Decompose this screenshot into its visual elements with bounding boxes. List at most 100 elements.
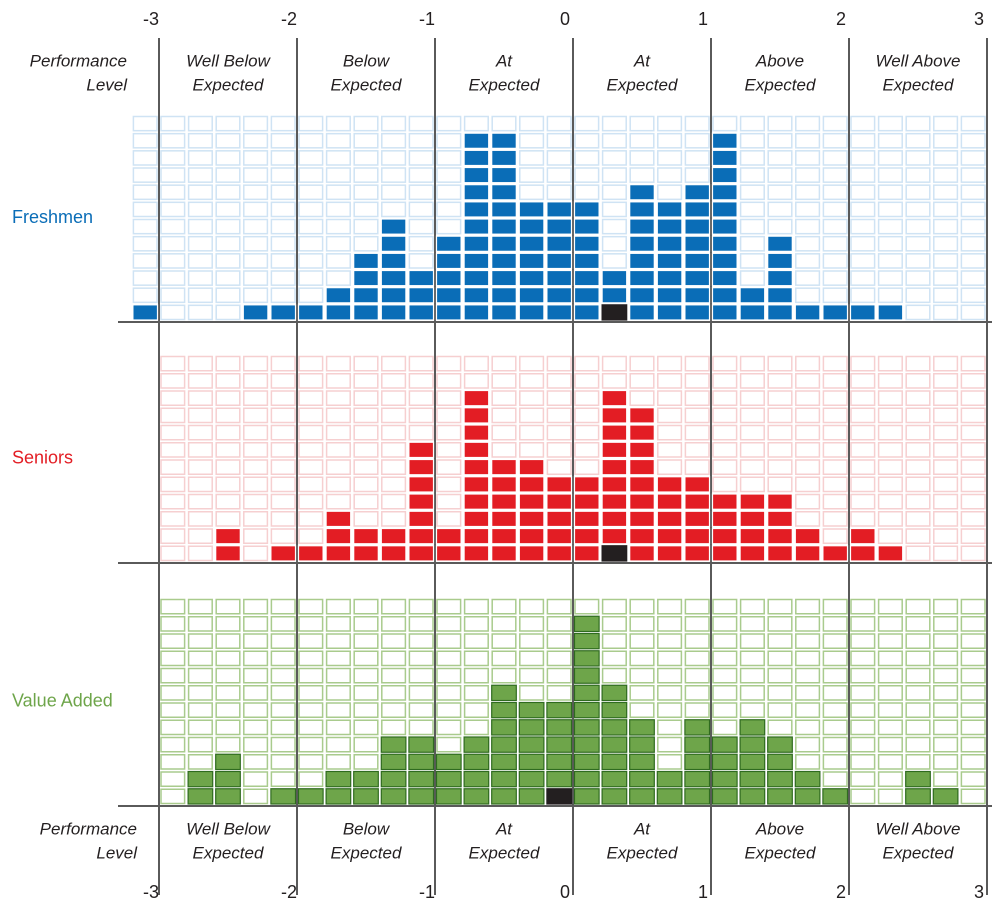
empty-cell: [353, 184, 379, 201]
cell: [463, 424, 490, 441]
cell: [711, 545, 738, 562]
empty-cell: [739, 390, 765, 406]
empty-cell: [408, 407, 434, 424]
bar: [711, 132, 738, 321]
cell: [463, 252, 490, 270]
level-label: At: [495, 51, 513, 70]
empty-cell: [243, 373, 269, 389]
cell: [573, 719, 600, 736]
cell: [546, 493, 573, 510]
cell: [601, 510, 628, 528]
empty-cell: [353, 598, 379, 615]
cell: [270, 788, 297, 805]
empty-cell: [270, 407, 296, 424]
cell: [546, 701, 573, 719]
empty-cell: [519, 598, 545, 615]
cell: [601, 545, 628, 562]
empty-cell: [436, 459, 462, 475]
empty-cell: [215, 719, 241, 736]
empty-cell: [243, 633, 269, 649]
cell: [463, 407, 490, 424]
empty-cell: [325, 167, 351, 183]
empty-cell: [960, 650, 986, 667]
empty-cell: [298, 598, 324, 615]
empty-cell: [325, 355, 351, 372]
empty-cell: [684, 407, 710, 424]
empty-cell: [712, 598, 738, 615]
cell: [546, 218, 573, 235]
empty-cell: [629, 150, 655, 166]
empty-cell: [160, 633, 186, 649]
empty-cell: [187, 459, 213, 475]
bar: [325, 510, 352, 562]
bar: [380, 736, 407, 805]
cell: [435, 269, 462, 287]
empty-cell: [739, 476, 765, 493]
empty-cell: [187, 287, 213, 304]
cell: [463, 441, 490, 459]
empty-cell: [657, 150, 683, 166]
empty-cell: [960, 373, 986, 389]
empty-cell: [187, 201, 213, 218]
empty-cell: [905, 476, 931, 493]
empty-cell: [877, 132, 903, 149]
level-label: Above: [755, 819, 804, 838]
empty-cell: [243, 528, 269, 544]
cell: [463, 753, 490, 771]
empty-cell: [546, 442, 572, 458]
empty-cell: [960, 633, 986, 649]
empty-cell: [215, 132, 241, 149]
empty-cell: [960, 201, 986, 218]
empty-cell: [601, 373, 627, 389]
empty-cell: [243, 390, 269, 406]
empty-cell: [960, 304, 986, 321]
empty-cell: [795, 150, 821, 166]
empty-cell: [215, 667, 241, 684]
empty-cell: [712, 407, 738, 424]
empty-cell: [933, 771, 959, 787]
empty-cell: [270, 702, 296, 718]
cell: [601, 753, 628, 771]
cell: [491, 770, 517, 788]
empty-cell: [960, 459, 986, 475]
cell: [380, 269, 407, 287]
empty-cell: [933, 132, 959, 149]
empty-cell: [243, 115, 269, 132]
empty-cell: [822, 511, 848, 527]
empty-cell: [298, 407, 324, 424]
empty-cell: [243, 150, 269, 166]
cell: [656, 201, 683, 218]
empty-cell: [491, 598, 517, 615]
cell: [656, 269, 683, 287]
bar: [684, 184, 711, 321]
cell: [215, 753, 241, 771]
empty-cell: [822, 287, 848, 304]
cell: [711, 201, 738, 218]
cell: [684, 476, 711, 493]
bar: [408, 269, 435, 321]
empty-cell: [684, 702, 710, 718]
cell: [491, 218, 517, 235]
cell: [325, 788, 352, 805]
empty-cell: [712, 424, 738, 441]
empty-cell: [243, 685, 269, 701]
empty-cell: [850, 270, 876, 286]
empty-cell: [712, 616, 738, 632]
x-tick-label: -1: [419, 9, 435, 29]
empty-cell: [215, 685, 241, 701]
empty-cell: [795, 355, 821, 372]
bar: [353, 527, 379, 562]
cell: [629, 184, 655, 201]
empty-cell: [933, 407, 959, 424]
empty-cell: [160, 442, 186, 458]
empty-cell: [905, 633, 931, 649]
cell: [711, 287, 738, 304]
cell: [325, 287, 352, 304]
empty-cell: [877, 511, 903, 527]
empty-cell: [187, 719, 213, 736]
empty-cell: [187, 476, 213, 493]
empty-cell: [546, 150, 572, 166]
cell: [380, 545, 407, 562]
empty-cell: [574, 355, 600, 372]
x-tick-label: 0: [560, 9, 570, 29]
